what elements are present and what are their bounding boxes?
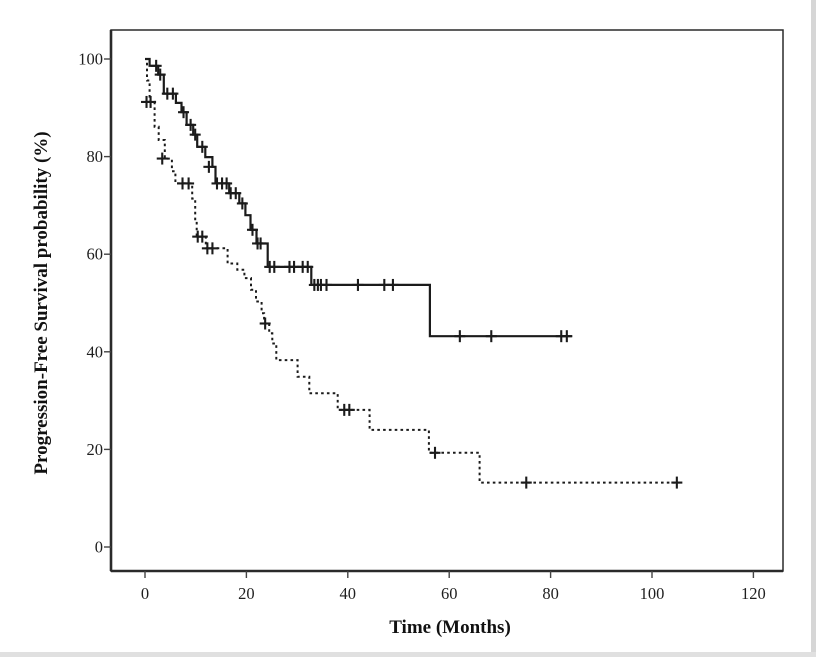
y-tick-label: 80 — [87, 147, 104, 166]
y-tick-label: 100 — [78, 50, 103, 69]
y-tick-label: 20 — [87, 440, 104, 459]
x-tick-label: 60 — [441, 584, 458, 603]
x-tick-label: 100 — [640, 584, 665, 603]
screenshot-right-edge — [811, 0, 816, 657]
x-tick-label: 20 — [238, 584, 255, 603]
x-tick-label: 120 — [741, 584, 766, 603]
y-tick-label: 60 — [87, 245, 104, 264]
y-tick-label: 0 — [95, 538, 103, 557]
censor-marks-solid — [150, 59, 573, 343]
y-tick-label: 40 — [87, 342, 104, 361]
x-tick-label: 0 — [141, 584, 149, 603]
x-tick-label: 40 — [340, 584, 357, 603]
survival-curve-solid — [145, 57, 572, 338]
screenshot-bottom-edge — [0, 652, 816, 657]
y-axis-title: Progression-Free Survival probability (%… — [31, 131, 52, 474]
survival-curve-dashed — [145, 58, 680, 484]
plot-border — [110, 29, 784, 572]
x-tick-label: 80 — [542, 584, 559, 603]
plot-area: 0 20 40 60 80 100 120 0 20 40 60 80 100 — [78, 29, 784, 603]
x-axis-title: Time (Months) — [389, 617, 511, 638]
censor-marks-dashed — [141, 95, 683, 489]
